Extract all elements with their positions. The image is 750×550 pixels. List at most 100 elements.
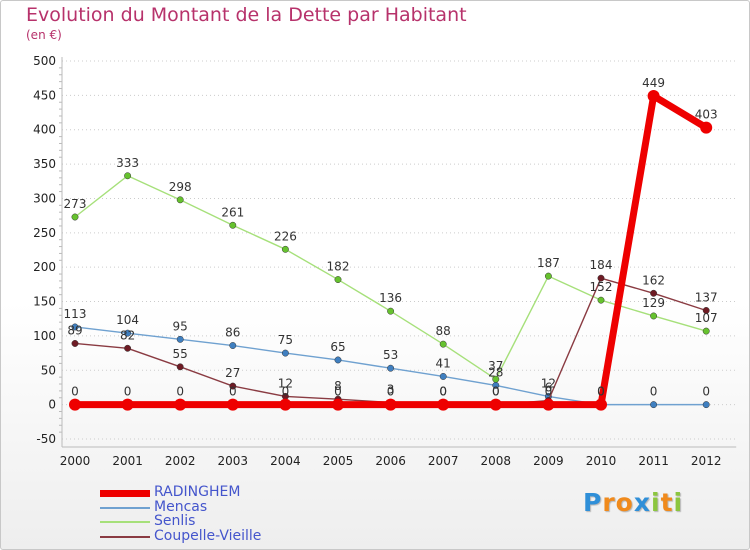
data-point-mencas [229, 342, 237, 349]
y-tick-label: 50 [41, 363, 56, 377]
chart-title: Evolution du Montant de la Dette par Hab… [26, 4, 467, 26]
legend-label: Coupelle-Vieille [154, 527, 262, 544]
data-point-radinghem [279, 398, 292, 411]
data-point-senlis [176, 196, 184, 204]
legend-swatch [100, 506, 150, 509]
value-label: 28 [488, 365, 503, 379]
data-point-radinghem [69, 398, 81, 411]
value-label: 53 [383, 348, 398, 362]
data-point-senlis [387, 307, 395, 315]
data-point-mencas [439, 373, 447, 380]
grid-lines [62, 60, 737, 440]
value-label: 27 [225, 366, 240, 380]
data-point-radinghem [542, 398, 555, 411]
y-tick-label: 0 [48, 398, 56, 412]
value-label: 261 [221, 205, 244, 219]
value-label: 37 [488, 359, 503, 373]
x-tick-label: 2010 [586, 454, 617, 468]
value-label: 55 [173, 347, 188, 361]
x-tick-label: 2006 [375, 454, 406, 468]
data-point-radinghem [595, 398, 607, 411]
data-point-radinghem [174, 398, 187, 411]
data-point-senlis [71, 213, 79, 221]
value-label: 298 [169, 180, 192, 194]
y-tick-label: 100 [33, 329, 56, 343]
x-tick-label: 2008 [481, 454, 512, 468]
data-point-coupelle-vieille [650, 289, 658, 297]
value-label: 0 [387, 385, 395, 399]
legend-label: Mencas [154, 498, 208, 515]
data-point-radinghem [647, 90, 660, 103]
data-point-coupelle-vieille [124, 344, 132, 352]
x-tick-label: 2012 [691, 454, 722, 468]
value-label: 0 [545, 385, 553, 399]
data-point-radinghem [489, 398, 502, 411]
y-tick-label: 250 [33, 226, 56, 240]
data-point-radinghem [121, 398, 134, 411]
x-tick-label: 2009 [533, 454, 564, 468]
value-label: 41 [436, 356, 451, 370]
data-point-senlis [544, 272, 552, 280]
data-point-senlis [492, 375, 500, 383]
value-label: 65 [330, 340, 345, 354]
value-label: 104 [116, 313, 139, 327]
data-point-mencas [650, 401, 658, 409]
value-label: 0 [124, 385, 132, 399]
x-tick-label: 2007 [428, 454, 459, 468]
value-label: 75 [278, 333, 293, 347]
value-label: 333 [116, 156, 139, 170]
y-tick-label: 500 [33, 54, 56, 68]
x-tick-label: 2005 [323, 454, 354, 468]
x-tick-label: 2000 [60, 454, 91, 468]
value-label: 152 [590, 280, 613, 294]
value-label: 0 [439, 385, 447, 399]
logo-letter: r [602, 488, 616, 517]
value-label: 107 [695, 311, 718, 325]
data-point-senlis [597, 296, 605, 304]
data-point-radinghem [437, 398, 450, 411]
data-point-radinghem [332, 398, 344, 411]
data-point-coupelle-vieille [702, 307, 710, 314]
value-label: 0 [492, 385, 500, 399]
legend-swatch [100, 489, 150, 497]
data-point-radinghem [700, 121, 713, 134]
data-point-senlis [439, 340, 447, 348]
value-label: 187 [537, 256, 560, 270]
value-label: 0 [492, 385, 500, 399]
value-label: 12 [541, 376, 556, 390]
value-label: 8 [334, 379, 342, 393]
data-point-mencas [176, 335, 184, 343]
y-tick-label: 450 [33, 88, 56, 102]
data-point-mencas [387, 364, 395, 372]
value-label: 95 [173, 319, 188, 333]
y-tick-label: 350 [33, 157, 56, 171]
value-label: 226 [274, 229, 297, 243]
logo-letter: i [651, 488, 661, 517]
data-point-mencas [334, 356, 342, 364]
value-label: 0 [176, 385, 184, 399]
y-tick-label: -50 [36, 432, 56, 446]
logo-letter: x [633, 488, 651, 517]
data-point-coupelle-vieille [597, 274, 605, 282]
data-point-senlis [281, 245, 289, 253]
data-point-mencas [281, 349, 289, 357]
x-tick-label: 2003 [218, 454, 249, 468]
legend-label: RADINGHEM [154, 484, 241, 500]
value-label: 88 [436, 324, 451, 338]
value-label: 273 [64, 197, 87, 211]
value-label: 449 [642, 76, 665, 90]
data-point-mencas [71, 323, 79, 331]
data-point-radinghem [384, 398, 397, 411]
data-point-coupelle-vieille [176, 363, 184, 371]
value-label: 0 [650, 385, 658, 399]
data-point-mencas [702, 401, 710, 409]
data-point-senlis [229, 221, 237, 229]
value-label: 3 [387, 383, 395, 397]
x-tick-label: 2001 [112, 454, 143, 468]
value-label: 0 [334, 385, 342, 399]
y-tick-label: 300 [33, 191, 56, 205]
logo-letter: t [660, 488, 674, 517]
legend-swatch [100, 521, 150, 524]
